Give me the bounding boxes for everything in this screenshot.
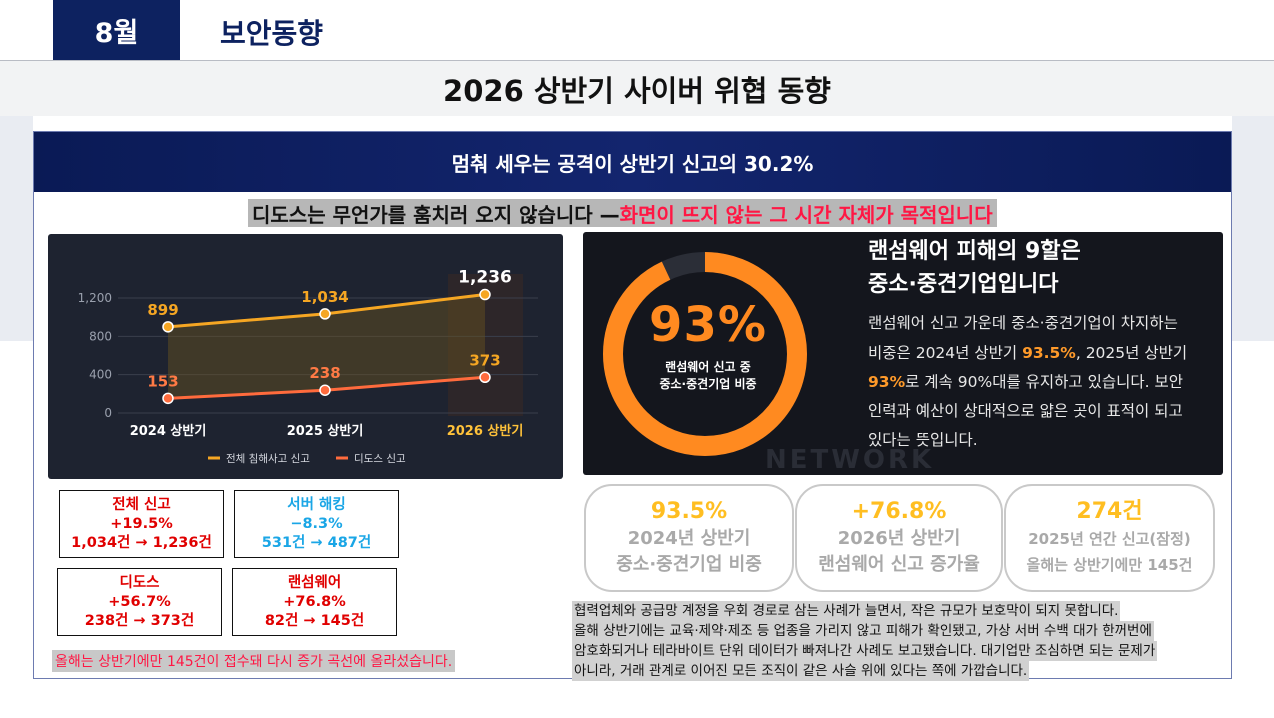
kpi-label-1: 2024년 상반기	[627, 528, 751, 549]
kpi-label-2: 중소·중견기업 비중	[616, 554, 762, 575]
data-label: 373	[469, 351, 500, 369]
stat-box-total: 전체 신고 +19.5% 1,034건 → 1,236건	[59, 490, 224, 558]
ransomware-text-line: 비중은 2024년 상반기 93.5%, 2025년 상반기	[868, 341, 1187, 363]
ransomware-text-line: 인력과 예산이 상대적으로 얇은 곳이 표적이 되고	[868, 402, 1183, 420]
ransomware-heading-2: 중소·중견기업입니다	[868, 272, 1059, 297]
y-tick-label: 800	[89, 329, 112, 343]
left-note: 올해는 상반기에만 145건이 접수돼 다시 증가 곡선에 올라섰습니다.	[52, 650, 456, 672]
data-label: 899	[147, 301, 178, 319]
kpi-label-1: 2025년 연간 신고(잠정)	[1028, 530, 1191, 548]
x-tick-label: 2024 상반기	[130, 423, 207, 439]
stat-detail: 531건 → 487건	[261, 534, 372, 551]
y-tick-label: 1,200	[78, 291, 112, 305]
stat-title: 서버 해킹	[287, 496, 346, 513]
tagline: 디도스는 무언가를 훔치러 오지 않습니다 — 화면이 뜨지 않는 그 시간 자…	[248, 199, 997, 227]
stat-box-ransomware: 랜섬웨어 +76.8% 82건 → 145건	[232, 568, 397, 636]
data-point	[479, 288, 491, 301]
stat-change: +76.8%	[283, 593, 346, 610]
stat-title: 전체 신고	[112, 496, 171, 513]
left-margin-shade	[0, 116, 33, 341]
ransomware-text-line: 있다는 뜻입니다.	[868, 431, 978, 449]
data-point	[319, 384, 331, 396]
kpi-pill-sme-share: 93.5% 2024년 상반기 중소·중견기업 비중	[584, 484, 794, 592]
x-tick-label: 2026 상반기	[447, 423, 524, 439]
paragraph-line: 올해 상반기에는 교육·제약·제조 등 업종을 가리지 않고 피해가 확인됐고,…	[572, 621, 1154, 641]
legend-label: 디도스 신고	[354, 453, 406, 465]
incident-line-chart: 0 400 800 1,200 899 1,034 1,236 153 238 373 2024 상…	[78, 268, 538, 465]
ring-caption-1: 랜섬웨어 신고 중	[665, 360, 751, 374]
kpi-value: 93.5%	[650, 499, 728, 524]
data-label: 1,236	[458, 268, 512, 288]
stat-change: −8.3%	[290, 515, 343, 532]
kpi-label-2: 올해는 상반기에만 145건	[1026, 556, 1193, 574]
text-segment: 비중은 2024년 상반기	[868, 344, 1023, 362]
kpi-label-2: 랜섬웨어 신고 증가율	[818, 554, 980, 575]
paragraph-line: 아니라, 거래 관계로 이어진 모든 조직이 같은 사슬 위에 있다는 쪽에 가…	[572, 661, 1030, 681]
tagline-part-1: 디도스는 무언가를 훔치러 오지 않습니다 —	[252, 202, 620, 227]
headline-banner: 멈춰 세우는 공격이 상반기 신고의 30.2%	[34, 132, 1231, 192]
kpi-pill-annual-count: 274건 2025년 연간 신고(잠정) 올해는 상반기에만 145건	[1004, 484, 1215, 592]
data-point	[319, 308, 331, 320]
stat-detail: 238건 → 373건	[84, 612, 195, 629]
highlight-value: 93%	[868, 373, 906, 391]
background-watermark: NETWORK	[765, 445, 935, 475]
paragraph-line: 협력업체와 공급망 계정을 우회 경로로 삼는 사례가 늘면서, 작은 규모가 …	[572, 601, 1121, 621]
kpi-label-1: 2026년 상반기	[837, 528, 961, 549]
ring-fill	[603, 252, 807, 456]
header-divider	[0, 60, 1274, 61]
stat-title: 디도스	[119, 574, 160, 591]
text-segment: 로 계속 90%대를 유지하고 있습니다. 보안	[905, 373, 1184, 391]
legend-label: 전체 침해사고 신고	[226, 452, 310, 465]
stat-title: 랜섬웨어	[287, 574, 342, 591]
stat-box-server-hacking: 서버 해킹 −8.3% 531건 → 487건	[234, 490, 399, 558]
title-band	[0, 61, 1274, 116]
y-tick-label: 0	[104, 406, 112, 420]
kpi-value: 274건	[1076, 499, 1143, 524]
data-point	[479, 371, 491, 384]
kpi-pill-ransomware-growth: +76.8% 2026년 상반기 랜섬웨어 신고 증가율	[795, 484, 1003, 592]
highlight-value: 93.5%	[1022, 344, 1076, 362]
month-tab: 8월	[53, 0, 180, 60]
ransomware-ring-gauge	[603, 252, 807, 456]
data-label: 238	[309, 364, 340, 382]
right-margin-shade	[1232, 116, 1274, 341]
x-tick-label: 2025 상반기	[287, 423, 364, 439]
data-label: 1,034	[301, 288, 348, 306]
ransomware-heading-1: 랜섬웨어 피해의 9할은	[868, 239, 1081, 264]
paragraph-line: 암호화되거나 테라바이트 단위 데이터가 빠져나간 사례도 보고됐습니다. 대기…	[572, 641, 1158, 661]
stat-detail: 1,034건 → 1,236건	[71, 534, 212, 551]
text-segment: , 2025년 상반기	[1075, 344, 1188, 362]
stat-detail: 82건 → 145건	[264, 612, 365, 629]
ransomware-text-line: 랜섬웨어 신고 가운데 중소·중견기업이 차지하는	[868, 314, 1178, 332]
ring-value: 93%	[649, 297, 767, 353]
tagline-part-2: 화면이 뜨지 않는 그 시간 자체가 목적입니다	[619, 202, 993, 227]
section-title: 보안동향	[220, 17, 324, 50]
kpi-value: +76.8%	[851, 499, 947, 524]
data-label: 153	[147, 372, 178, 390]
y-tick-label: 400	[89, 368, 112, 382]
data-point	[162, 392, 174, 405]
stat-box-ddos: 디도스 +56.7% 238건 → 373건	[57, 568, 222, 636]
data-point	[162, 321, 174, 333]
page-title: 2026 상반기 사이버 위협 동향	[443, 73, 831, 108]
stat-change: +19.5%	[110, 515, 173, 532]
ring-caption-2: 중소·중견기업 비중	[659, 377, 757, 391]
ransomware-text-line: 93%로 계속 90%대를 유지하고 있습니다. 보안	[868, 370, 1183, 392]
stat-change: +56.7%	[108, 593, 171, 610]
